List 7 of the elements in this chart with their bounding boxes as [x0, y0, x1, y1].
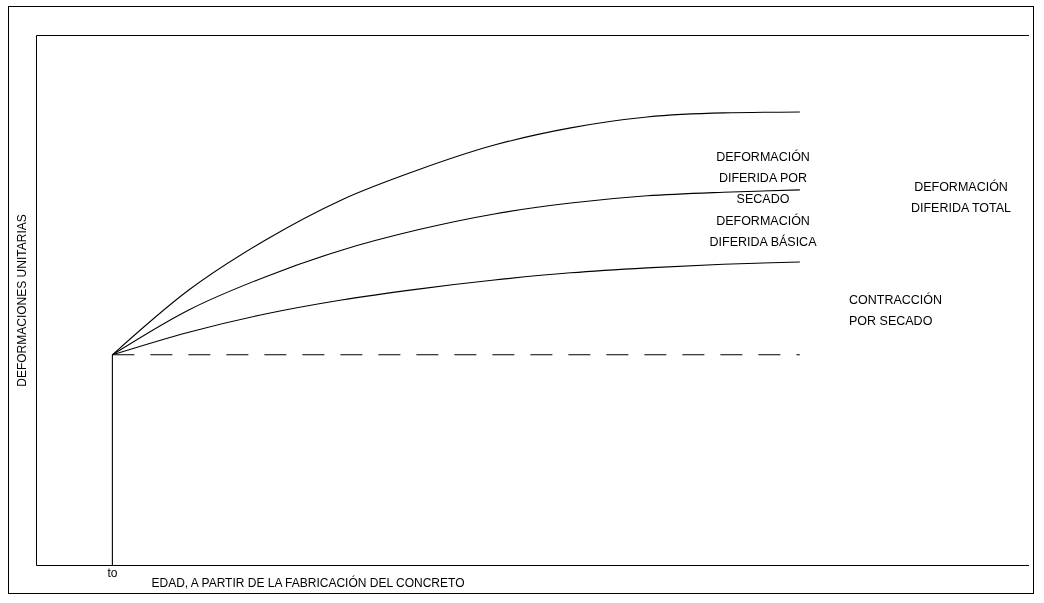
annotation: CONTRACCIÓN POR SECADO: [849, 292, 943, 328]
annotation: DEFORMACIÓN DIFERIDA TOTAL: [910, 179, 1012, 215]
x-axis-title: EDAD, A PARTIR DE LA FABRICACIÓN DEL CONCRETO: [151, 574, 465, 590]
annotation: DEFORMACIÓN DIFERIDA BÁSICA: [709, 213, 818, 249]
text: to: [107, 566, 118, 580]
y-axis-title: DEFORMACIONES UNITARIAS: [14, 214, 29, 387]
annotation: DEFORMACIÓN DIFERIDA POR SECADO: [716, 149, 810, 206]
